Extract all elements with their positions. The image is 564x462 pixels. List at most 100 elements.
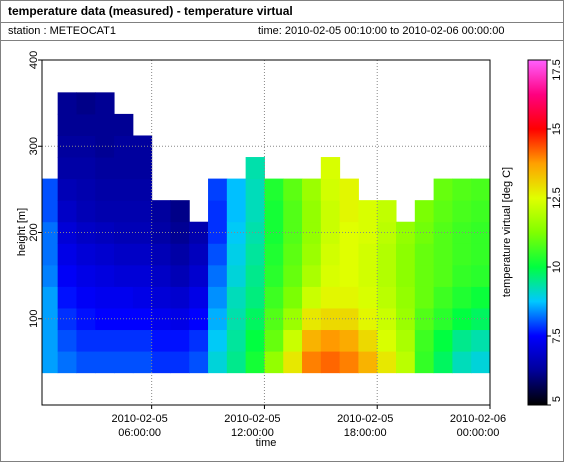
- heat-cell: [189, 243, 209, 266]
- heat-cell: [320, 264, 341, 287]
- heat-cell: [283, 200, 303, 223]
- heat-cell: [396, 351, 416, 374]
- heat-cell: [226, 178, 247, 201]
- heat-cell: [76, 200, 96, 223]
- heat-cell: [452, 351, 472, 374]
- heat-cell: [208, 329, 228, 352]
- heat-cell: [264, 286, 284, 309]
- heat-cell: [320, 200, 341, 223]
- heat-cell: [57, 157, 77, 180]
- y-tick-label: 400: [28, 51, 40, 69]
- heat-cell: [377, 264, 397, 287]
- heat-cell: [339, 264, 359, 287]
- heat-cell: [377, 351, 397, 374]
- heat-cell: [57, 329, 77, 352]
- heat-cell: [414, 221, 435, 244]
- heat-cell: [302, 329, 322, 352]
- heat-cell: [208, 200, 228, 223]
- heat-cell: [226, 264, 247, 287]
- heat-cell: [132, 351, 153, 374]
- colorbar-tick-label: 7.5: [551, 328, 563, 343]
- heat-cell: [396, 243, 416, 266]
- heat-cell: [95, 243, 115, 266]
- heat-cell: [414, 264, 435, 287]
- heat-cell: [339, 200, 359, 223]
- heat-cell: [414, 243, 435, 266]
- heat-cell: [114, 264, 134, 287]
- heat-cell: [264, 221, 284, 244]
- heat-cell: [57, 307, 77, 331]
- heat-cell: [471, 264, 490, 287]
- heat-cell: [302, 286, 322, 309]
- heat-cell: [339, 221, 359, 244]
- heat-cell: [132, 157, 153, 180]
- heat-cell: [132, 200, 153, 223]
- heat-cell: [245, 286, 265, 309]
- heat-cell: [57, 264, 77, 287]
- heat-cell: [114, 329, 134, 352]
- heat-cell: [377, 221, 397, 244]
- heat-cell: [208, 351, 228, 374]
- plot-border: [41, 59, 491, 406]
- heat-cell: [339, 307, 359, 331]
- colorbar-tick-label: 10: [551, 261, 563, 273]
- heat-cell: [42, 351, 59, 374]
- heat-cell: [339, 178, 359, 201]
- heat-cell: [42, 307, 59, 331]
- heat-cell: [320, 178, 341, 201]
- heat-cell: [452, 264, 472, 287]
- heat-cell: [226, 286, 247, 309]
- heat-cell: [57, 92, 77, 115]
- time-range: time: 2010-02-05 00:10:00 to 2010-02-06 …: [258, 25, 504, 37]
- heat-cell: [114, 200, 134, 223]
- heat-cell: [302, 264, 322, 287]
- heat-cell: [42, 329, 59, 352]
- heat-cell: [283, 286, 303, 309]
- colorbar-tick-label: 15: [551, 123, 563, 135]
- heat-cell: [245, 264, 265, 287]
- heat-cell: [358, 221, 378, 244]
- heat-cell: [358, 307, 378, 331]
- heat-cell: [114, 351, 134, 374]
- y-axis-label: height [m]: [16, 208, 28, 256]
- heat-cell: [95, 307, 115, 331]
- heat-cell: [132, 307, 153, 331]
- heat-cell: [76, 178, 96, 201]
- heat-cell: [377, 200, 397, 223]
- heat-cell: [189, 264, 209, 287]
- y-tick-label: 300: [28, 137, 40, 155]
- heat-cell: [95, 135, 115, 158]
- heat-cell: [170, 264, 190, 287]
- colorbar-tick-label: 17.5: [551, 59, 563, 80]
- heat-cell: [132, 221, 153, 244]
- heat-cell: [302, 243, 322, 266]
- x-tick-label: 12:00:00: [231, 427, 274, 439]
- heat-cell: [377, 307, 397, 331]
- chart-title: temperature data (measured) - temperatur…: [8, 4, 293, 18]
- heat-cell: [57, 113, 77, 136]
- heat-cell: [433, 178, 453, 201]
- heat-cell: [151, 264, 171, 287]
- x-axis-label: time: [256, 437, 277, 449]
- heat-cell: [226, 200, 247, 223]
- heat-cell: [95, 178, 115, 201]
- heat-cell: [151, 200, 171, 223]
- heat-cell: [245, 243, 265, 266]
- heat-cell: [151, 351, 171, 374]
- heat-cell: [471, 351, 490, 374]
- heat-cell: [226, 243, 247, 266]
- heat-cell: [339, 243, 359, 266]
- heat-cell: [320, 351, 341, 374]
- heat-cell: [95, 92, 115, 115]
- heat-cell: [57, 221, 77, 244]
- colorbar-tick-label: 5: [551, 396, 563, 402]
- x-tick-label: 2010-02-05: [337, 413, 393, 425]
- heat-cell: [114, 157, 134, 180]
- heat-cell: [76, 286, 96, 309]
- heat-cell: [433, 200, 453, 223]
- heat-cell: [132, 329, 153, 352]
- heat-cell: [452, 329, 472, 352]
- heat-cell: [471, 178, 490, 201]
- heat-cell: [414, 351, 435, 374]
